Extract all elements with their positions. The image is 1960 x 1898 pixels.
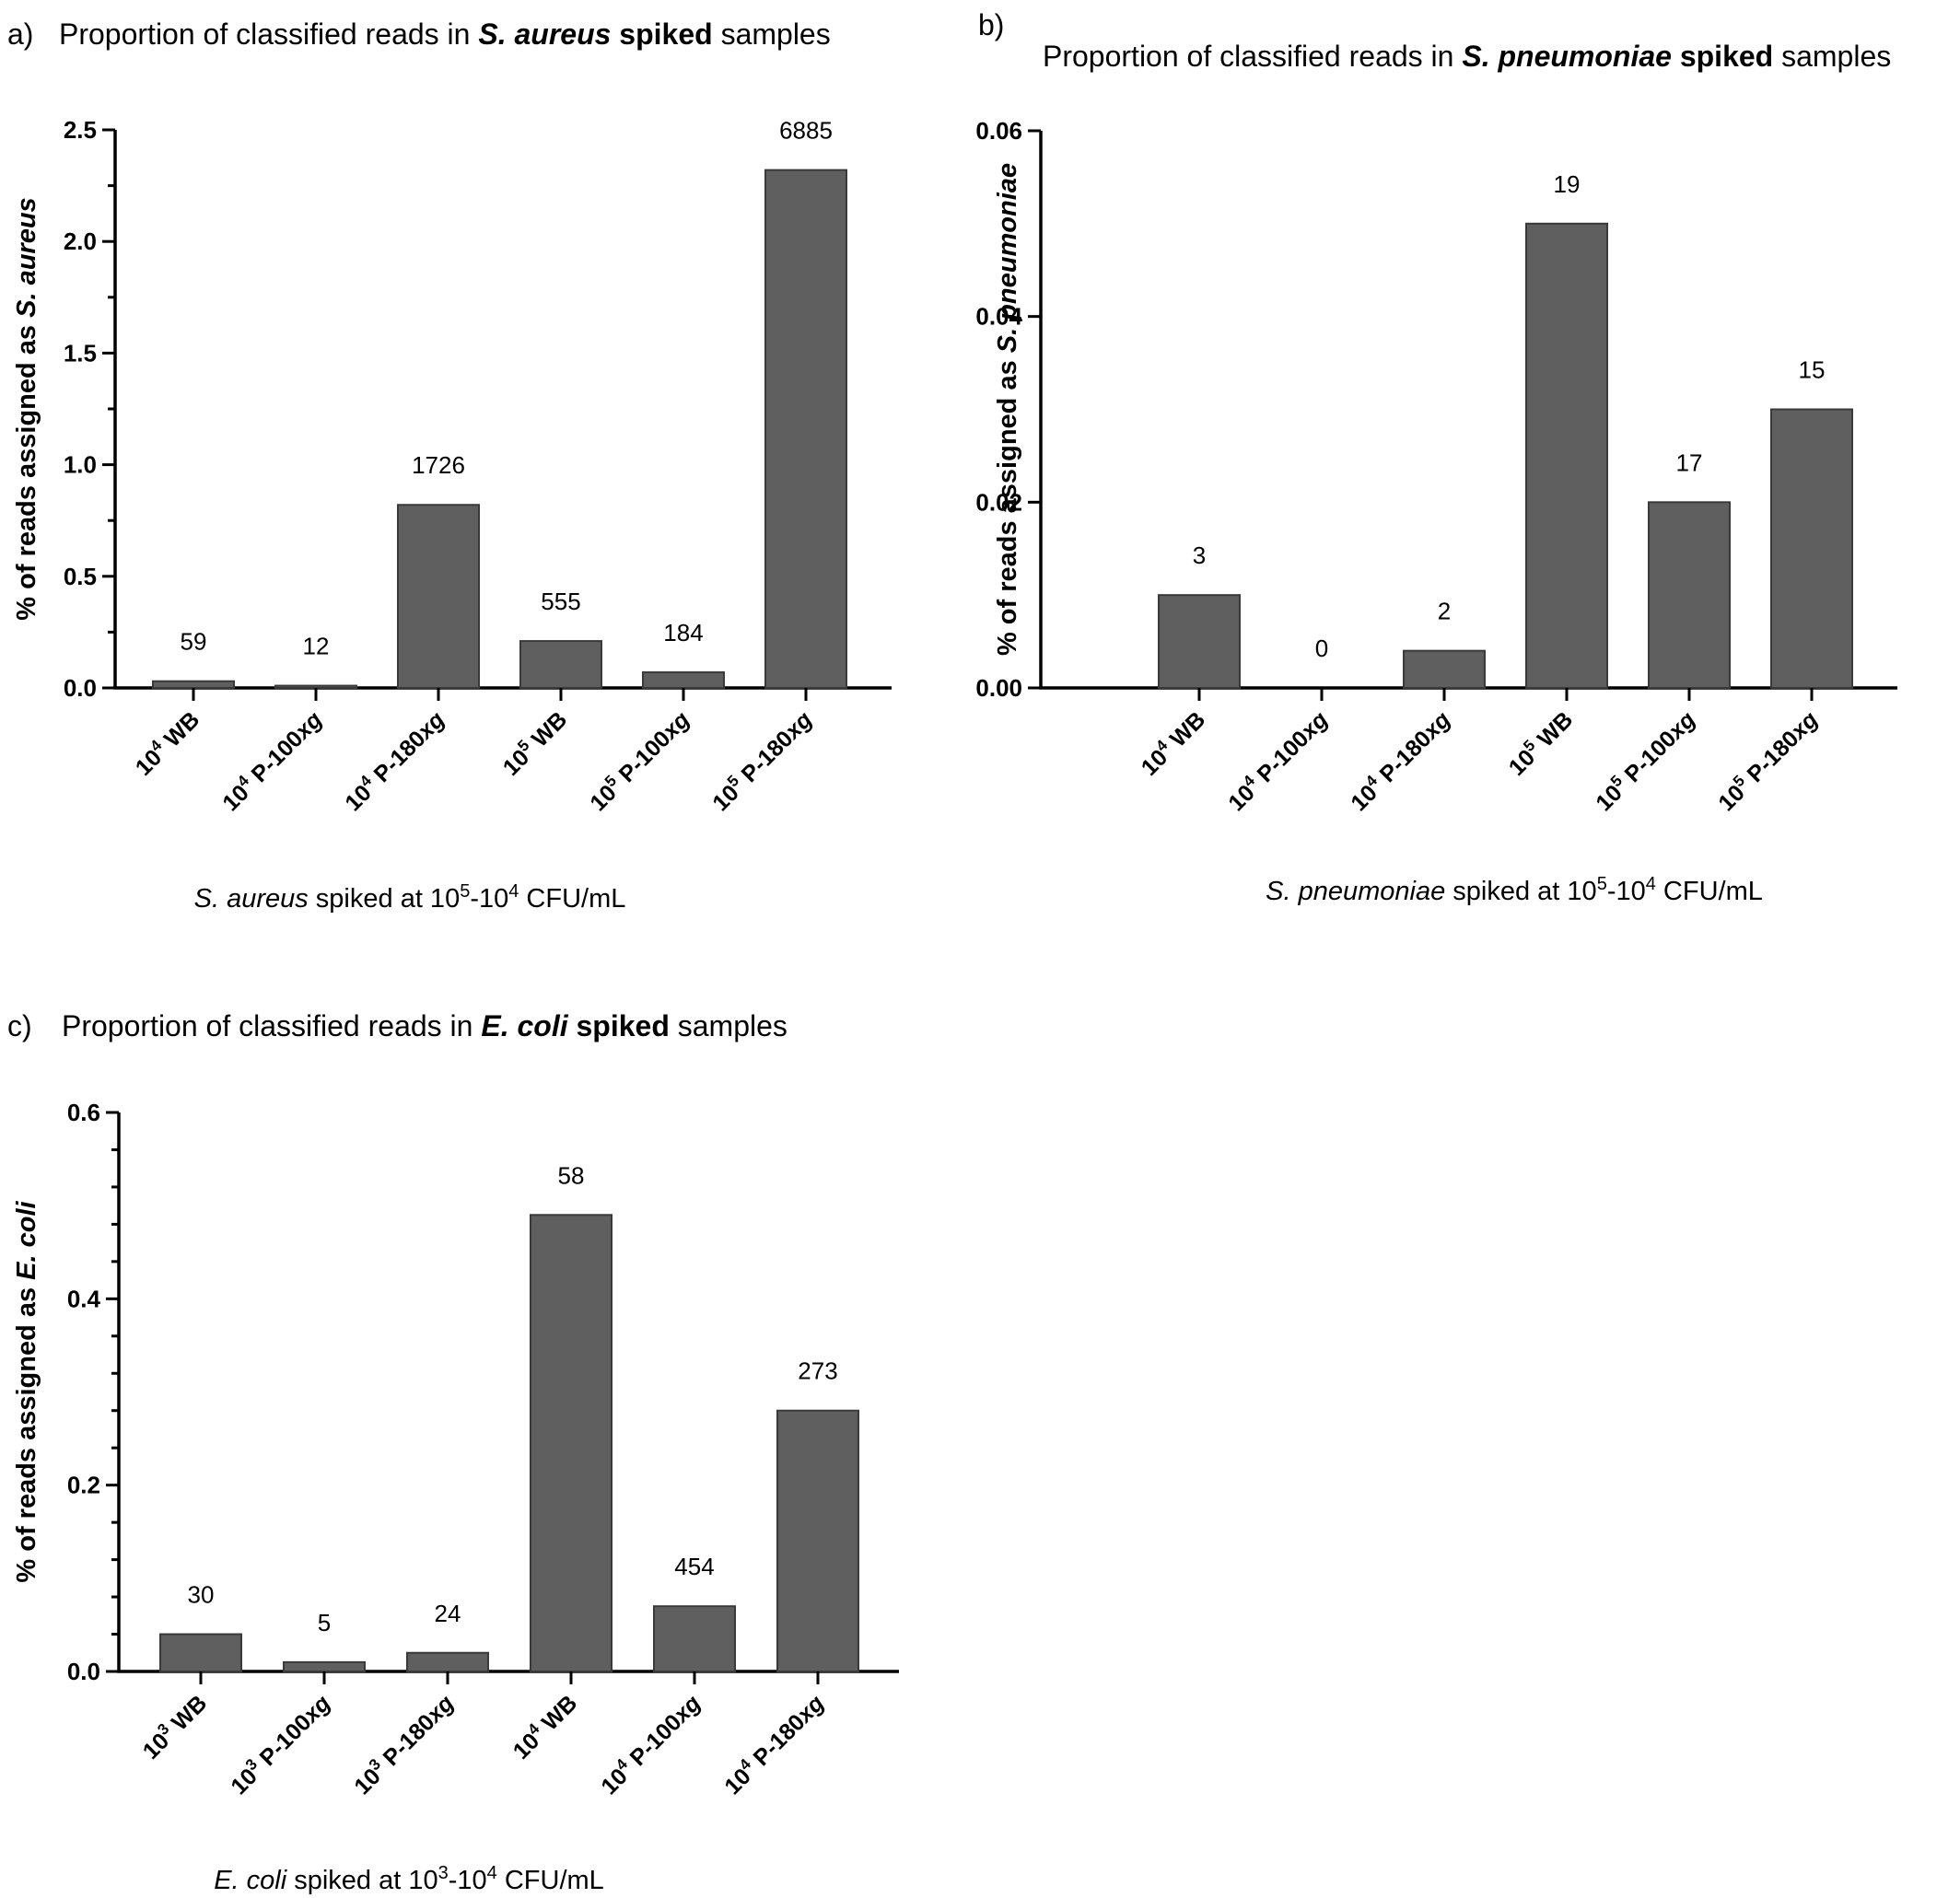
y-tick-label: 0.0 [64, 674, 97, 702]
bar-1 [152, 680, 235, 690]
data-label-3: 2 [1438, 598, 1451, 625]
y-tick-label: 0.4 [67, 1285, 101, 1312]
bar-3 [1403, 649, 1486, 690]
category-label-3: 104 P-180xg [1344, 704, 1455, 816]
bar-2 [283, 1660, 366, 1672]
y-tick-label: 0.06 [975, 117, 1022, 145]
y-axis-label: % of reads assigned as S. aureus [12, 197, 41, 620]
x-axis-label: E. coli spiked at 103-104 CFU/mL [214, 1863, 604, 1895]
data-label-2: 12 [303, 633, 330, 660]
data-label-6: 273 [798, 1357, 837, 1385]
y-tick-label: 0.04 [975, 303, 1022, 331]
data-label-1: 3 [1193, 541, 1206, 569]
panel-letter: b) [978, 8, 1004, 41]
category-label-2: 103 P-100xg [224, 1688, 335, 1799]
category-label-6: 105 P-180xg [1711, 704, 1823, 816]
bar-6 [1770, 408, 1853, 689]
chart-title: Proportion of classified reads in S. aur… [59, 17, 831, 51]
data-label-1: 59 [181, 628, 207, 656]
bar-4 [530, 1214, 612, 1672]
category-label-1: 104 WB [1135, 704, 1211, 781]
y-tick-label: 0.00 [975, 674, 1022, 702]
bar-5 [653, 1605, 736, 1673]
category-label-1: 104 WB [129, 704, 205, 781]
panel-letter: a) [7, 17, 33, 51]
chart-panel-b: b) Proportion of classified reads in S. p… [975, 8, 1897, 906]
y-tick-label: 0.02 [975, 488, 1022, 516]
data-label-5: 454 [674, 1553, 714, 1580]
data-label-1: 30 [188, 1581, 215, 1609]
category-label-5: 104 P-100xg [594, 1688, 706, 1799]
category-label-4: 104 WB [507, 1688, 583, 1764]
data-label-4: 19 [1554, 170, 1581, 198]
data-label-3: 1726 [412, 451, 465, 479]
y-axis-label: % of reads assigned as S. pneumoniae [993, 163, 1022, 656]
chart-panel-a: a) Proportion of classified reads in S. a… [7, 17, 892, 914]
y-tick-label: 1.5 [64, 339, 97, 367]
category-label-3: 103 P-180xg [347, 1688, 459, 1799]
category-label-3: 104 P-180xg [338, 704, 449, 816]
bar-5 [1648, 501, 1731, 689]
category-label-5: 105 P-100xg [1589, 704, 1700, 816]
category-label-4: 105 WB [496, 704, 573, 781]
y-tick-label: 1.0 [64, 451, 97, 479]
data-label-4: 58 [558, 1161, 585, 1189]
data-label-6: 6885 [779, 117, 833, 145]
category-label-2: 104 P-100xg [1221, 704, 1333, 816]
bar-6 [776, 1409, 859, 1672]
bar-1 [159, 1633, 242, 1672]
bar-4 [1525, 222, 1608, 689]
chart-title: Proportion of classified reads in S. pne… [1043, 40, 1891, 73]
chart-title: Proportion of classified reads in E. col… [62, 1009, 788, 1042]
data-label-2: 5 [318, 1609, 331, 1636]
y-tick-label: 2.5 [64, 116, 97, 144]
bar-3 [406, 1651, 489, 1673]
bar-5 [642, 671, 725, 689]
category-label-2: 104 P-100xg [216, 704, 327, 816]
y-axis-label: % of reads assigned as E. coli [12, 1200, 41, 1582]
bar-4 [519, 640, 602, 690]
y-tick-label: 0.0 [67, 1658, 100, 1685]
category-label-5: 105 P-100xg [583, 704, 694, 816]
data-label-5: 17 [1676, 448, 1703, 476]
y-tick-label: 2.0 [64, 227, 97, 255]
chart-panel-c: c) Proportion of classified reads in E. c… [7, 1009, 899, 1895]
bar-6 [764, 169, 847, 689]
category-label-4: 105 WB [1502, 704, 1579, 781]
bar-1 [1158, 594, 1241, 690]
x-axis-label: S. pneumoniae spiked at 105-104 CFU/mL [1266, 874, 1763, 906]
y-tick-label: 0.6 [67, 1099, 100, 1126]
bar-3 [397, 504, 480, 689]
y-tick-label: 0.2 [67, 1472, 100, 1499]
y-tick-label: 0.5 [64, 563, 97, 590]
data-label-3: 24 [435, 1600, 461, 1627]
data-label-2: 0 [1315, 635, 1328, 662]
category-label-6: 104 P-180xg [718, 1688, 829, 1799]
category-label-1: 103 WB [136, 1688, 213, 1764]
panel-letter: c) [7, 1009, 32, 1042]
x-axis-label: S. aureus spiked at 105-104 CFU/mL [194, 881, 626, 914]
data-label-6: 15 [1799, 356, 1826, 384]
category-label-6: 105 P-180xg [706, 704, 817, 816]
data-label-5: 184 [663, 619, 703, 646]
data-label-4: 555 [541, 588, 580, 615]
bar-2 [274, 684, 357, 689]
